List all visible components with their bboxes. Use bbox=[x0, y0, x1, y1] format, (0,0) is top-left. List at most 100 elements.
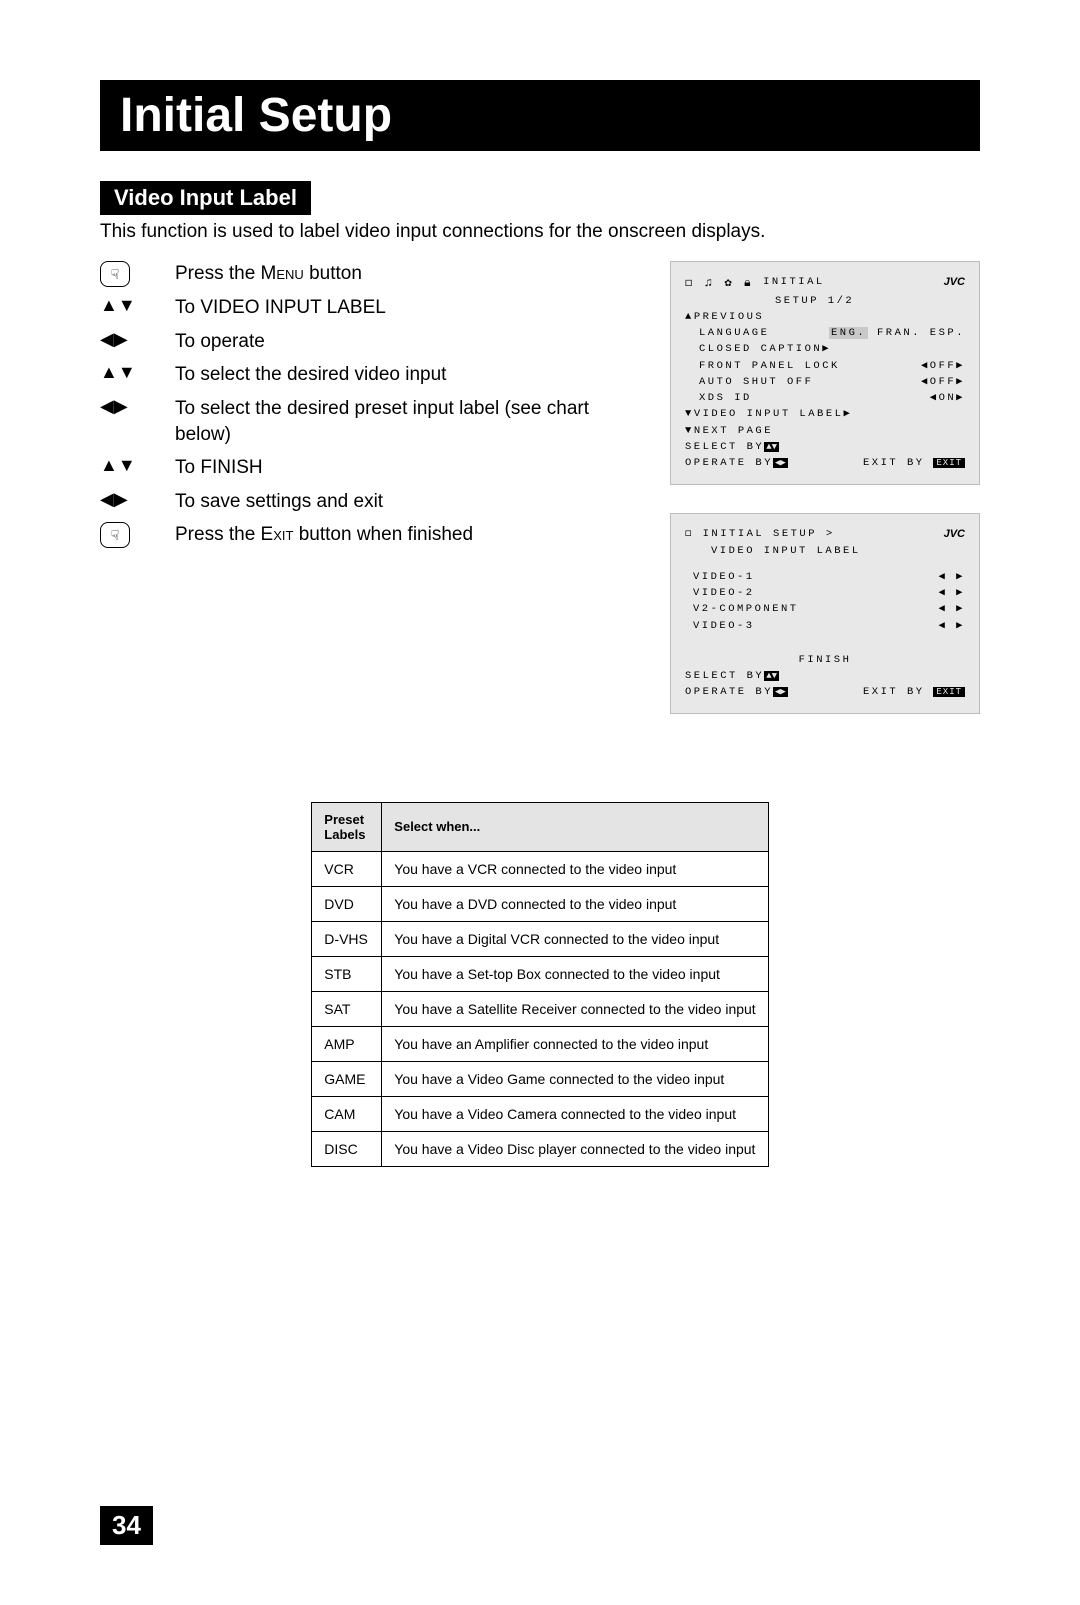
osd1-operate-by: OPERATE BY◀▶ bbox=[685, 455, 788, 471]
table-row: AMPYou have an Amplifier connected to th… bbox=[312, 1026, 768, 1061]
osd2-item-label: VIDEO-1 bbox=[685, 569, 755, 585]
preset-when-cell: You have a VCR connected to the video in… bbox=[382, 851, 768, 886]
music-icon: ♫ bbox=[705, 274, 715, 293]
updown-box-icon: ▲▼ bbox=[764, 442, 779, 452]
osd2-item-label: VIDEO-2 bbox=[685, 585, 755, 601]
osd2-item-arrows: ◀ ▶ bbox=[939, 618, 965, 634]
preset-label-cell: STB bbox=[312, 956, 382, 991]
step-text: To FINISH bbox=[175, 455, 640, 481]
preset-label-cell: SAT bbox=[312, 991, 382, 1026]
step: ☟Press the Menu button bbox=[100, 261, 640, 287]
preset-label-cell: AMP bbox=[312, 1026, 382, 1061]
osd1-front-panel-val: ◀OFF▶ bbox=[921, 358, 965, 374]
osd2-select-by: SELECT BY▲▼ bbox=[685, 668, 779, 684]
osd1-xds: XDS ID bbox=[685, 390, 752, 406]
table-row: GAMEYou have a Video Game connected to t… bbox=[312, 1061, 768, 1096]
osd1-tab-icons: ◻ ♫ ✿ 🔒︎ bbox=[685, 274, 753, 293]
table-row: STBYou have a Set-top Box connected to t… bbox=[312, 956, 768, 991]
osd-column: ◻ ♫ ✿ 🔒︎ INITIAL JVC SETUP 1/2 ▲PREVIOUS… bbox=[670, 261, 980, 742]
osd1-auto-shut: AUTO SHUT OFF bbox=[685, 374, 813, 390]
updown-box-icon: ▲▼ bbox=[764, 671, 779, 681]
updown-arrows-icon: ▲▼ bbox=[100, 362, 155, 384]
updown-arrows-icon: ▲▼ bbox=[100, 295, 155, 317]
osd2-item-row: V2-COMPONENT ◀ ▶ bbox=[685, 601, 965, 617]
step-text: To operate bbox=[175, 329, 640, 355]
hand-icon: ☟ bbox=[100, 261, 130, 287]
updown-arrows-icon: ▲▼ bbox=[100, 455, 155, 477]
osd1-header2: SETUP 1/2 bbox=[685, 293, 854, 309]
osd1-video-input-label: ▼VIDEO INPUT LABEL▶ bbox=[685, 406, 852, 422]
osd2-exit-by: EXIT BY EXIT bbox=[863, 684, 965, 700]
osd2-item-row: VIDEO-2 ◀ ▶ bbox=[685, 585, 965, 601]
preset-label-cell: DISC bbox=[312, 1131, 382, 1166]
step-text: To VIDEO INPUT LABEL bbox=[175, 295, 640, 321]
intro-text: This function is used to label video inp… bbox=[100, 221, 980, 243]
osd2-finish: FINISH bbox=[799, 652, 852, 668]
osd-screen-2: ◻ INITIAL SETUP > JVC VIDEO INPUT LABEL … bbox=[670, 513, 980, 714]
preset-when-cell: You have a DVD connected to the video in… bbox=[382, 886, 768, 921]
osd1-previous: ▲PREVIOUS bbox=[685, 309, 764, 325]
step-list: ☟Press the Menu button ▲▼ To VIDEO INPUT L… bbox=[100, 261, 640, 548]
preset-when-cell: You have a Video Disc player connected t… bbox=[382, 1131, 768, 1166]
step-text: Press the Exit button when finished bbox=[175, 522, 640, 548]
osd1-xds-val: ◀ON▶ bbox=[930, 390, 965, 406]
osd1-next-page: ▼NEXT PAGE bbox=[685, 423, 773, 439]
content-columns: ☟Press the Menu button▲▼To VIDEO INPUT L… bbox=[100, 261, 980, 742]
step-text: To save settings and exit bbox=[175, 489, 640, 515]
preset-when-cell: You have a Satellite Receiver connected … bbox=[382, 991, 768, 1026]
step: ☟ Press the Exit button when finished bbox=[100, 522, 640, 548]
osd1-header1: INITIAL bbox=[753, 274, 944, 293]
osd1-brand: JVC bbox=[944, 274, 965, 293]
osd1-auto-shut-val: ◀OFF▶ bbox=[921, 374, 965, 390]
osd2-brand: JVC bbox=[944, 526, 965, 543]
osd1-language-label: LANGUAGE bbox=[685, 325, 769, 341]
step: ▲▼ To FINISH bbox=[100, 455, 640, 481]
leftright-arrows-icon: ◀▶ bbox=[100, 489, 155, 511]
osd1-select-by: SELECT BY▲▼ bbox=[685, 439, 779, 455]
leftright-box-icon: ◀▶ bbox=[773, 458, 788, 468]
table-row: DISCYou have a Video Disc player connect… bbox=[312, 1131, 768, 1166]
leftright-arrows-icon: ◀▶ bbox=[100, 329, 155, 351]
step: ◀▶ To operate bbox=[100, 329, 640, 355]
table-row: DVDYou have a DVD connected to the video… bbox=[312, 886, 768, 921]
right-icon: ▶ bbox=[822, 343, 831, 355]
osd1-closed-caption: CLOSED CAPTION▶ bbox=[685, 341, 831, 357]
osd1-exit-by: EXIT BY EXIT bbox=[863, 455, 965, 471]
hand-icon: ☟ bbox=[100, 522, 130, 548]
step: ◀▶To select the desired preset input lab… bbox=[100, 396, 640, 447]
clock-icon: ✿ bbox=[724, 274, 734, 293]
step: ▲▼ To VIDEO INPUT LABEL bbox=[100, 295, 640, 321]
osd-screen-1: ◻ ♫ ✿ 🔒︎ INITIAL JVC SETUP 1/2 ▲PREVIOUS… bbox=[670, 261, 980, 485]
page-number: 34 bbox=[100, 1506, 153, 1545]
preset-when-cell: You have a Video Game connected to the v… bbox=[382, 1061, 768, 1096]
down-icon: ▼ bbox=[685, 408, 694, 420]
preset-when-cell: You have a Set-top Box connected to the … bbox=[382, 956, 768, 991]
preset-label-cell: GAME bbox=[312, 1061, 382, 1096]
osd2-rows: VIDEO-1◀ ▶VIDEO-2◀ ▶V2-COMPONENT◀ ▶VIDEO… bbox=[685, 569, 965, 634]
osd2-item-row: VIDEO-3◀ ▶ bbox=[685, 618, 965, 634]
step-text: To select the desired preset input label… bbox=[175, 396, 640, 447]
table-row: D-VHSYou have a Digital VCR connected to… bbox=[312, 921, 768, 956]
osd1-front-panel: FRONT PANEL LOCK bbox=[685, 358, 840, 374]
steps-column: ☟Press the Menu button ▲▼ To VIDEO INPUT L… bbox=[100, 261, 640, 742]
down-icon: ▼ bbox=[685, 425, 694, 437]
up-icon: ▲ bbox=[685, 311, 694, 323]
preset-label-cell: VCR bbox=[312, 851, 382, 886]
preset-when-cell: You have an Amplifier connected to the v… bbox=[382, 1026, 768, 1061]
osd2-subheader: VIDEO INPUT LABEL bbox=[685, 543, 861, 559]
preset-when-cell: You have a Digital VCR connected to the … bbox=[382, 921, 768, 956]
osd2-item-arrows: ◀ ▶ bbox=[939, 601, 965, 617]
preset-label-cell: CAM bbox=[312, 1096, 382, 1131]
table-header-row: Preset Labels Select when... bbox=[312, 802, 768, 851]
osd2-header: ◻ INITIAL SETUP > bbox=[685, 526, 835, 543]
step: ▲▼ To select the desired video input bbox=[100, 362, 640, 388]
table-header-when: Select when... bbox=[382, 802, 768, 851]
step-text: To select the desired video input bbox=[175, 362, 640, 388]
table-header-labels: Preset Labels bbox=[312, 802, 382, 851]
table-row: CAMYou have a Video Camera connected to … bbox=[312, 1096, 768, 1131]
osd2-item-label: V2-COMPONENT bbox=[685, 601, 799, 617]
hand-press-icon: ☟ bbox=[100, 261, 155, 287]
osd2-item-arrows: ◀ ▶ bbox=[939, 585, 965, 601]
section-heading: Video Input Label bbox=[100, 181, 311, 215]
preset-labels-table: Preset Labels Select when... VCRYou have… bbox=[311, 802, 768, 1167]
